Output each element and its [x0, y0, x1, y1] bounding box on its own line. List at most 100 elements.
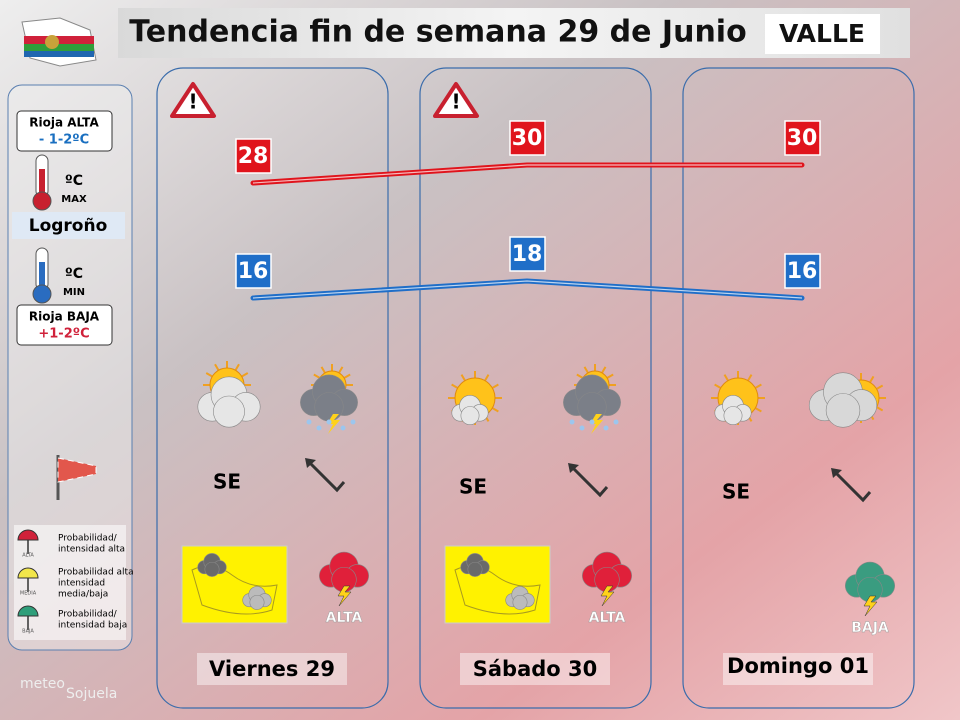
- day-panel: [419, 67, 652, 709]
- cloud: [577, 392, 607, 422]
- min-line-label-box: [235, 253, 272, 289]
- cloud: [204, 561, 220, 577]
- hail: [589, 419, 595, 425]
- max-line-label: 28: [238, 144, 269, 169]
- hail: [603, 425, 609, 431]
- wind-direction: SE: [459, 475, 487, 499]
- cloud: [314, 392, 344, 422]
- sun-ray: [214, 363, 220, 371]
- umbrella-label: MEDIA: [20, 591, 37, 597]
- thermometer-fill: [39, 262, 45, 292]
- hail: [326, 419, 332, 425]
- storm-map: [181, 545, 288, 624]
- sun-ray: [876, 384, 884, 390]
- max-line-highlight: [252, 164, 802, 184]
- sun-ray: [343, 373, 351, 379]
- wind-arrow: [568, 463, 609, 498]
- wind-arrow-head: [568, 463, 579, 473]
- hail: [613, 419, 619, 425]
- sun-ray: [234, 363, 240, 371]
- thermometer-bulb: [32, 284, 52, 304]
- min-line-label: 16: [238, 259, 269, 284]
- sun-ray: [484, 374, 490, 382]
- zone: VALLE: [779, 19, 865, 48]
- sun-ray: [320, 366, 326, 374]
- storm-label: ALTA: [326, 610, 363, 626]
- lightning: [590, 414, 603, 434]
- city-box: [12, 212, 125, 239]
- sun-ray: [714, 383, 722, 389]
- day-name-box: [460, 653, 610, 685]
- cloud: [512, 594, 528, 610]
- cloud: [213, 395, 245, 428]
- lightning: [600, 585, 615, 607]
- min-line-label: 18: [512, 242, 543, 267]
- cloud: [249, 594, 265, 610]
- sun-ray: [723, 374, 729, 382]
- lightning: [863, 595, 878, 617]
- sun-ray: [876, 406, 884, 412]
- min-line-label: 16: [787, 259, 818, 284]
- min-line-highlight: [252, 280, 803, 299]
- legend-box: [14, 525, 126, 640]
- cloud: [723, 406, 743, 426]
- unit-label: MAX: [61, 194, 87, 205]
- sun-ray: [205, 372, 213, 378]
- sun-ray: [754, 407, 762, 413]
- sun-ray: [338, 366, 344, 374]
- region-value: - 1-2ºC: [39, 133, 89, 148]
- storm-map: [444, 545, 551, 624]
- warning-mark: !: [451, 90, 460, 114]
- hail: [316, 425, 322, 431]
- sun-ray: [491, 383, 499, 389]
- hail: [569, 419, 575, 425]
- legend-text: intensidad baja: [58, 621, 127, 631]
- max-line-label: 30: [512, 126, 543, 151]
- max-line-label-box: [784, 120, 821, 156]
- region-value: +1-2ºC: [38, 327, 89, 342]
- day-name: Viernes 29: [209, 657, 335, 681]
- day-name-box: [197, 653, 347, 685]
- max-line-label: 30: [787, 126, 818, 151]
- sun-ray: [451, 383, 459, 389]
- wind-arrow-head: [305, 458, 316, 468]
- legend-text: media/baja: [58, 590, 108, 600]
- legend-text: Probabilidad alta: [58, 568, 134, 578]
- hail: [340, 425, 346, 431]
- wind-direction: SE: [722, 480, 750, 504]
- sun-ray: [313, 373, 321, 379]
- day-panel: [682, 67, 915, 709]
- umbrella-label: ALTA: [22, 553, 34, 559]
- sun-ray: [747, 374, 753, 382]
- sun-ray: [583, 366, 589, 374]
- day-name: Domingo 01: [727, 654, 869, 678]
- sun-ray: [869, 375, 875, 383]
- min-line-label-box: [784, 253, 821, 289]
- thermometer-fill: [39, 169, 45, 199]
- max-line-label-box: [235, 138, 272, 174]
- city: Logroño: [29, 216, 108, 236]
- sun-ray: [491, 407, 499, 413]
- sun-ray: [606, 373, 614, 379]
- day-name-box: [723, 653, 873, 685]
- warning-icon: [170, 82, 216, 118]
- sun-ray: [576, 373, 584, 379]
- lightning: [327, 414, 340, 434]
- windsock: [57, 457, 97, 483]
- umbrella-label: BAJA: [22, 629, 34, 635]
- region-label: Rioja ALTA: [29, 116, 99, 130]
- legend-text: intensidad: [58, 579, 105, 589]
- lightning: [337, 585, 352, 607]
- sun-ray: [460, 374, 466, 382]
- warning-mark: !: [188, 90, 197, 114]
- flag: [21, 17, 97, 67]
- sun-ray: [241, 372, 249, 378]
- region-box: [16, 304, 113, 346]
- legend-text: intensidad alta: [58, 545, 125, 555]
- region-box: [16, 110, 113, 152]
- day-panel: [156, 67, 389, 709]
- umbrella: [17, 567, 39, 579]
- sun-ray: [601, 366, 607, 374]
- storm-label: BAJA: [851, 620, 889, 636]
